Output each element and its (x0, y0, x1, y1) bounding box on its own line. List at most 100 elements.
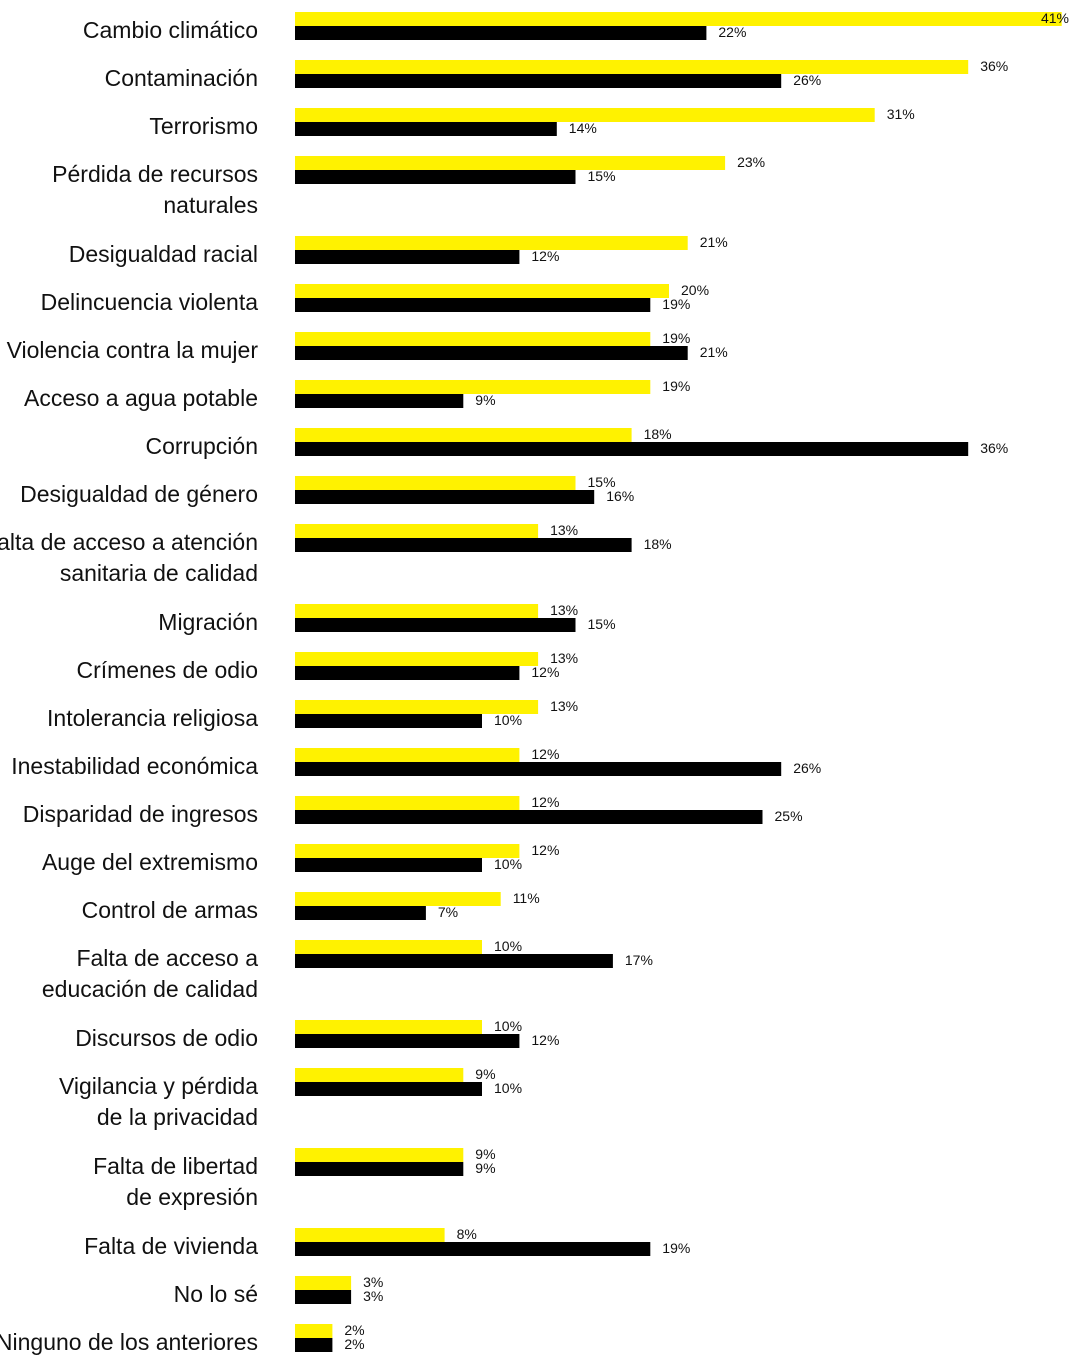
value-label-black: 18% (644, 536, 672, 552)
category-label: No lo sé (174, 1281, 258, 1307)
value-label-yellow: 13% (550, 698, 578, 714)
bar-yellow (295, 604, 539, 618)
bar-black (295, 26, 707, 40)
value-label-black: 26% (793, 72, 821, 88)
bar-yellow (295, 236, 688, 250)
bar-yellow (295, 748, 520, 762)
bar-yellow (295, 12, 1062, 26)
value-label-black: 26% (793, 760, 821, 776)
bar-yellow (295, 1068, 464, 1082)
row-desigualdad-racial: Desigualdad racial 21% 12% (69, 234, 728, 267)
bar-black (295, 74, 782, 88)
category-label: Falta de libertad de expresión (93, 1153, 258, 1210)
value-label-black: 15% (588, 616, 616, 632)
bar-black (295, 666, 520, 680)
value-label-black: 14% (569, 120, 597, 136)
bar-black (295, 538, 632, 552)
category-label: Contaminación (105, 65, 258, 91)
bar-yellow (295, 652, 539, 666)
value-label-yellow: 23% (737, 154, 765, 170)
value-label-black: 21% (700, 344, 728, 360)
row-vigilancia-y-perdida-de-la-privacidad: Vigilancia y pérdida de la privacidad 9%10… (59, 1066, 522, 1130)
value-label-yellow: 21% (700, 234, 728, 250)
value-label-yellow: 36% (980, 58, 1008, 74)
bar-black (295, 122, 557, 136)
category-label: Desigualdad racial (69, 241, 258, 267)
value-label-yellow: 20% (681, 282, 709, 298)
bar-yellow (295, 1276, 352, 1290)
category-label: Falta de acceso a educación de calidad (42, 945, 258, 1002)
value-label-yellow: 11% (513, 890, 540, 906)
bar-yellow (295, 1148, 464, 1162)
bar-yellow (295, 428, 632, 442)
category-label: Vigilancia y pérdida de la privacidad (59, 1073, 258, 1130)
bar-black (295, 618, 576, 632)
value-label-yellow: 3% (363, 1274, 383, 1290)
row-disparidad-de-ingresos: Disparidad de ingresos 12% 25% (23, 794, 803, 827)
value-label-black: 16% (606, 488, 634, 504)
bar-black (295, 858, 482, 872)
category-label: Falta de vivienda (84, 1233, 258, 1259)
category-label: Terrorismo (149, 113, 258, 139)
value-label-black: 15% (588, 168, 616, 184)
value-label-black: 7% (438, 904, 458, 920)
bar-black (295, 1290, 352, 1304)
category-label: Corrupción (146, 433, 259, 459)
row-violencia-contra-la-mujer: Violencia contra la mujer 19% 21% (7, 330, 728, 363)
value-label-yellow: 10% (494, 938, 522, 954)
bar-black (295, 394, 464, 408)
value-label-black: 12% (531, 1032, 559, 1048)
bar-yellow (295, 700, 539, 714)
bar-black (295, 1034, 520, 1048)
bar-yellow (295, 108, 875, 122)
bar-yellow (295, 1324, 333, 1338)
category-label: Intolerancia religiosa (47, 705, 258, 731)
value-label-yellow: 10% (494, 1018, 522, 1034)
category-label: Migración (158, 609, 258, 635)
value-label-black: 10% (494, 1080, 522, 1096)
value-label-black: 10% (494, 856, 522, 872)
row-contaminacion: Contaminación 36% 26% (105, 58, 1009, 91)
bar-yellow (295, 476, 576, 490)
bar-yellow (295, 892, 501, 906)
value-label-black: 12% (531, 664, 559, 680)
bar-yellow (295, 380, 651, 394)
value-label-black: 12% (531, 248, 559, 264)
row-falta-de-acceso-a-educacion-de-calidad: Falta de acceso a educación de calidad 10%… (42, 938, 653, 1002)
category-label: Pérdida de recursos naturales (52, 161, 258, 218)
value-label-yellow: 15% (588, 474, 616, 490)
value-label-yellow: 12% (531, 746, 559, 762)
bar-yellow (295, 332, 651, 346)
bar-black (295, 170, 576, 184)
value-label-black: 36% (980, 440, 1008, 456)
value-label-yellow: 2% (344, 1322, 364, 1338)
value-label-yellow: 8% (457, 1226, 477, 1242)
value-label-black: 17% (625, 952, 653, 968)
row-inestabilidad-economica: Inestabilidad económica 12% 26% (11, 746, 821, 779)
bar-black (295, 762, 782, 776)
value-label-black: 10% (494, 712, 522, 728)
row-falta-de-libertad-de-expresion: Falta de libertad de expresión 9%9% (93, 1146, 495, 1210)
bar-black (295, 442, 969, 456)
bar-black (295, 810, 763, 824)
bar-black (295, 1082, 482, 1096)
row-corrupcion: Corrupción 18% 36% (146, 426, 1009, 459)
category-label: Cambio climático (83, 17, 258, 43)
bar-yellow (295, 60, 969, 74)
value-label-yellow: 9% (475, 1066, 495, 1082)
value-label-black: 19% (662, 296, 690, 312)
value-label-black: 19% (662, 1240, 690, 1256)
row-auge-del-extremismo: Auge del extremismo 12% 10% (42, 842, 559, 875)
row-intolerancia-religiosa: Intolerancia religiosa 13% 10% (47, 698, 578, 731)
category-label: Discursos de odio (75, 1025, 258, 1051)
value-label-yellow: 13% (550, 522, 578, 538)
bar-black (295, 490, 595, 504)
category-label: Disparidad de ingresos (23, 801, 258, 827)
value-label-black: 9% (475, 1160, 495, 1176)
value-label-yellow: 12% (531, 842, 559, 858)
bar-black (295, 906, 426, 920)
bar-black (295, 1242, 651, 1256)
bar-black (295, 298, 651, 312)
row-ninguno-de-los-anteriores: Ninguno de los anteriores 2%2% (0, 1322, 365, 1355)
